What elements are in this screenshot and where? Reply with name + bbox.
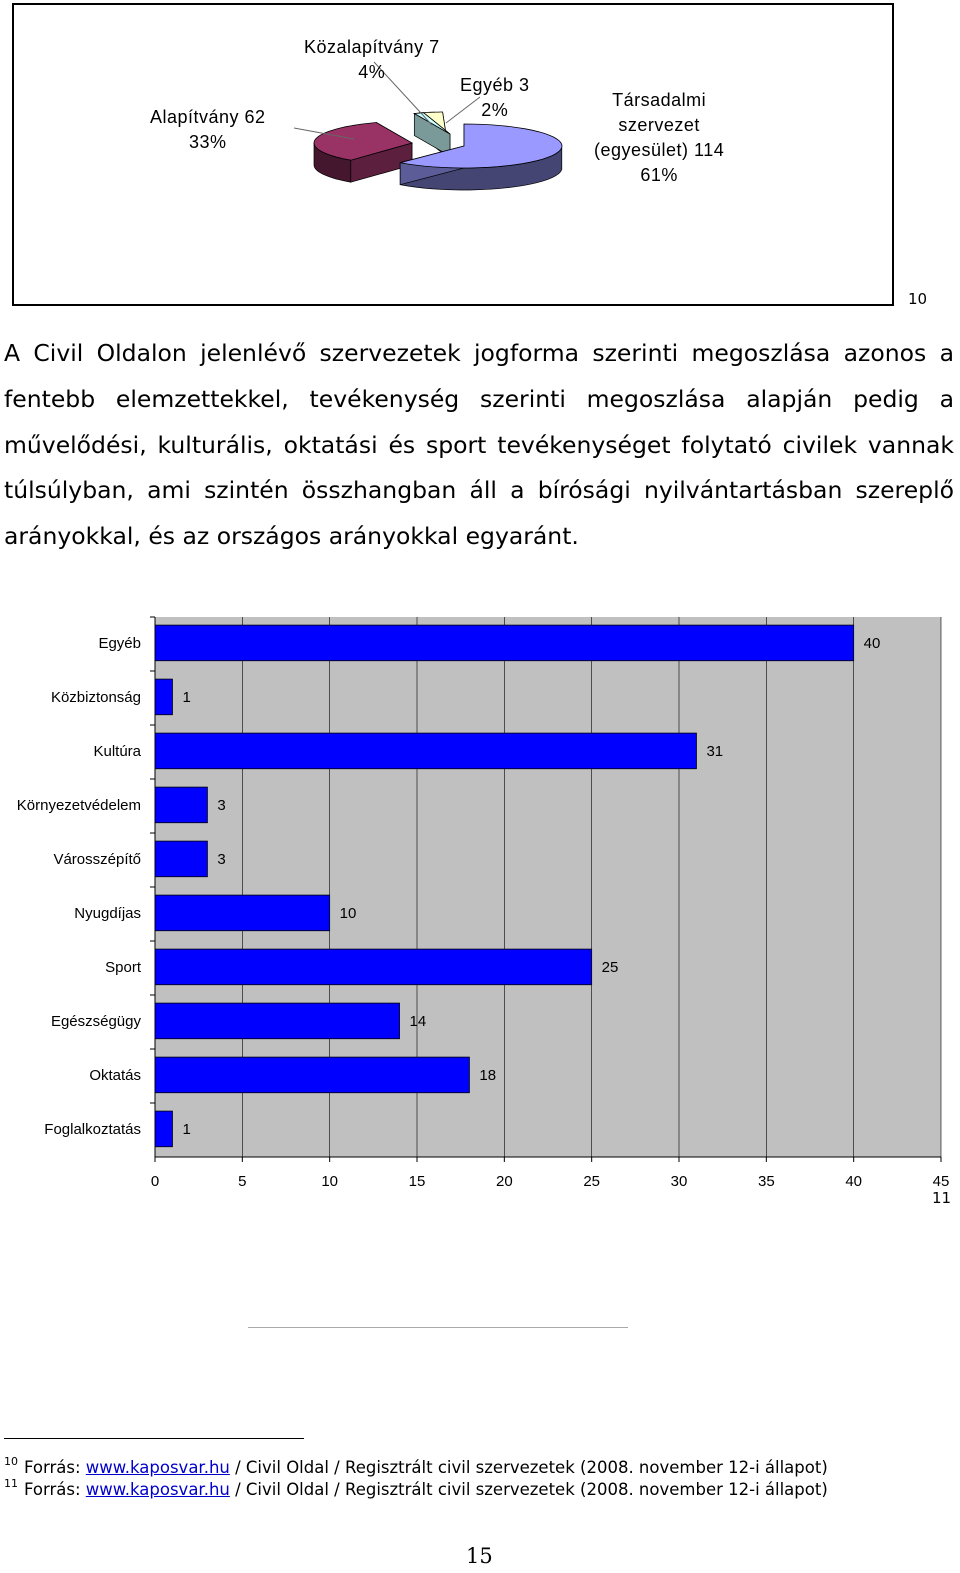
bar	[154, 894, 331, 932]
leader-line	[373, 61, 433, 126]
pie-label-alapitvany: Alapítvány 62 33%	[150, 107, 266, 152]
bar	[154, 1056, 470, 1094]
data-label: 18	[479, 1067, 496, 1084]
leader-line	[293, 127, 355, 140]
category-label: Kultúra	[93, 743, 141, 760]
data-label: 40	[864, 635, 881, 652]
x-tick-label: 15	[409, 1173, 426, 1190]
footnote-prefix: Forrás:	[24, 1480, 86, 1499]
pie-slice	[313, 121, 414, 183]
x-tick-label: 30	[671, 1173, 688, 1190]
x-tick-label: 10	[321, 1173, 338, 1190]
pie-label-kozalapitvany: Közalapítvány 7 4%	[304, 37, 440, 82]
footnote-prefix: Forrás:	[24, 1458, 86, 1477]
x-tick-label: 25	[583, 1173, 600, 1190]
pie-slice	[412, 112, 451, 157]
footnote-separator	[4, 1438, 304, 1439]
bar	[154, 840, 208, 878]
data-label: 3	[217, 797, 225, 814]
category-label: Környezetvédelem	[17, 797, 141, 814]
bar	[154, 624, 855, 662]
footnote-number: 11	[4, 1477, 18, 1490]
footnote-text: / Civil Oldal / Regisztrált civil szerve…	[229, 1458, 828, 1477]
pie-label-tarsadalmi-szervezet: Társadalmi szervezet (egyesület) 114 61%	[594, 90, 725, 185]
footnote-10: 10 Forrás: www.kaposvar.hu / Civil Oldal …	[4, 1455, 828, 1477]
x-tick-label: 0	[151, 1173, 159, 1190]
data-label: 31	[706, 743, 723, 760]
bar	[154, 732, 697, 770]
data-label: 25	[602, 959, 619, 976]
data-label: 1	[182, 689, 190, 706]
pie-slice	[399, 123, 563, 191]
category-label: Egyéb	[98, 635, 141, 652]
footnote-reference-10: 10	[908, 290, 928, 308]
leader-line	[445, 96, 481, 124]
data-label: 3	[217, 851, 225, 868]
category-label: Közbiztonság	[51, 689, 141, 706]
footnote-text: / Civil Oldal / Regisztrált civil szerve…	[229, 1480, 828, 1499]
pie-chart	[293, 61, 563, 191]
footnote-number: 10	[4, 1455, 18, 1468]
bar	[154, 948, 593, 986]
pie-chart-frame: Alapítvány 62 33% Közalapítvány 7 4% Egy…	[12, 3, 894, 306]
source-link[interactable]: www.kaposvar.hu	[85, 1480, 230, 1499]
separator-line	[248, 1327, 628, 1328]
bar	[154, 1110, 173, 1148]
pie-label-egyeb: Egyéb 3 2%	[460, 75, 530, 120]
x-tick-label: 40	[845, 1173, 862, 1190]
footnote-11: 11 Forrás: www.kaposvar.hu / Civil Oldal …	[4, 1477, 828, 1499]
x-tick-label: 5	[238, 1173, 246, 1190]
x-tick-label: 35	[758, 1173, 775, 1190]
source-link[interactable]: www.kaposvar.hu	[85, 1458, 230, 1477]
category-label: Nyugdíjas	[74, 905, 141, 922]
data-label: 14	[410, 1013, 427, 1030]
category-label: Foglalkoztatás	[44, 1121, 141, 1138]
category-label: Sport	[105, 959, 142, 976]
bar	[154, 678, 173, 716]
x-tick-label: 45	[933, 1173, 950, 1190]
category-label: Egészségügy	[51, 1013, 142, 1030]
category-label: Városszépítő	[53, 851, 141, 868]
bar	[154, 786, 208, 824]
category-label: Oktatás	[89, 1067, 141, 1084]
bar	[154, 1002, 400, 1040]
footnote-reference-11: 11	[932, 1189, 952, 1207]
x-tick-label: 20	[496, 1173, 513, 1190]
page-number: 15	[466, 1544, 493, 1568]
body-paragraph: A Civil Oldalon jelenlévő szervezetek jo…	[4, 339, 954, 551]
data-label: 1	[182, 1121, 190, 1138]
data-label: 10	[340, 905, 357, 922]
